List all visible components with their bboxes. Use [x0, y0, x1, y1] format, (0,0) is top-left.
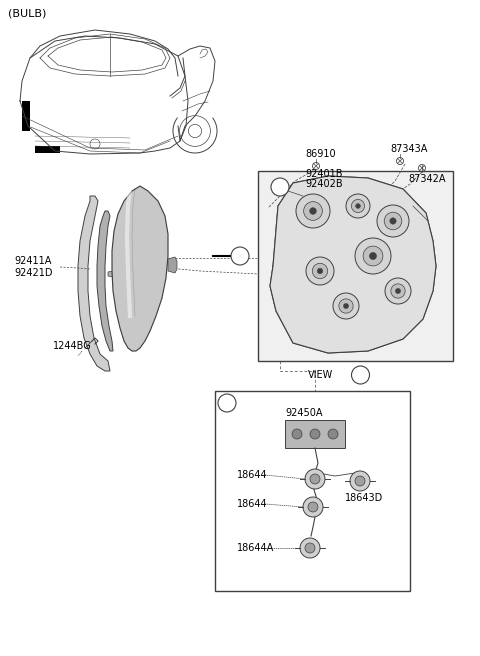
Text: a: a [224, 398, 230, 408]
Circle shape [385, 278, 411, 304]
Circle shape [346, 194, 370, 218]
Circle shape [370, 253, 377, 260]
Circle shape [396, 289, 401, 294]
Circle shape [310, 207, 316, 215]
Circle shape [355, 238, 391, 274]
Circle shape [377, 205, 409, 237]
Circle shape [355, 476, 365, 486]
Circle shape [296, 194, 330, 228]
Circle shape [350, 471, 370, 491]
Circle shape [305, 543, 315, 553]
Circle shape [271, 178, 289, 196]
Text: 18643D: 18643D [345, 493, 383, 503]
Text: (BULB): (BULB) [8, 9, 47, 19]
Polygon shape [108, 270, 120, 278]
Circle shape [310, 474, 320, 484]
Circle shape [356, 203, 360, 209]
Circle shape [304, 201, 323, 220]
Polygon shape [78, 196, 110, 371]
Circle shape [303, 497, 323, 517]
Text: 92450A: 92450A [285, 408, 323, 418]
Circle shape [328, 429, 338, 439]
Polygon shape [270, 176, 436, 353]
Polygon shape [97, 211, 113, 351]
Text: 18644: 18644 [237, 499, 268, 509]
Text: 92421D: 92421D [14, 268, 52, 278]
Text: 92402B: 92402B [305, 179, 343, 189]
Circle shape [339, 299, 353, 313]
Circle shape [231, 247, 249, 265]
Circle shape [333, 293, 359, 319]
Text: 86910: 86910 [305, 149, 336, 159]
Circle shape [306, 257, 334, 285]
Circle shape [305, 469, 325, 489]
Text: A: A [237, 251, 243, 261]
Polygon shape [22, 101, 30, 131]
Text: 1244BG: 1244BG [53, 341, 92, 351]
Circle shape [312, 263, 328, 279]
Circle shape [292, 429, 302, 439]
Polygon shape [112, 186, 168, 351]
Text: 87342A: 87342A [408, 174, 445, 184]
Circle shape [363, 246, 383, 266]
Text: 92401B: 92401B [305, 169, 343, 179]
Text: 18644: 18644 [237, 470, 268, 480]
Text: 87343A: 87343A [390, 144, 427, 154]
Circle shape [390, 218, 396, 224]
Polygon shape [168, 257, 177, 273]
Circle shape [308, 502, 318, 512]
Circle shape [300, 538, 320, 558]
Circle shape [343, 303, 348, 308]
Circle shape [218, 394, 236, 412]
Bar [258, 171, 453, 361]
Circle shape [351, 199, 365, 213]
Text: 92411A: 92411A [14, 256, 51, 266]
Text: a: a [277, 182, 283, 192]
Bar [285, 420, 345, 448]
Polygon shape [35, 146, 60, 153]
Text: A: A [357, 370, 364, 380]
Circle shape [391, 284, 405, 298]
Circle shape [310, 429, 320, 439]
Circle shape [351, 366, 370, 384]
Bar [215, 391, 410, 591]
Text: VIEW: VIEW [308, 370, 334, 380]
Circle shape [384, 212, 402, 230]
Circle shape [317, 268, 323, 274]
Text: 18644A: 18644A [237, 543, 274, 553]
